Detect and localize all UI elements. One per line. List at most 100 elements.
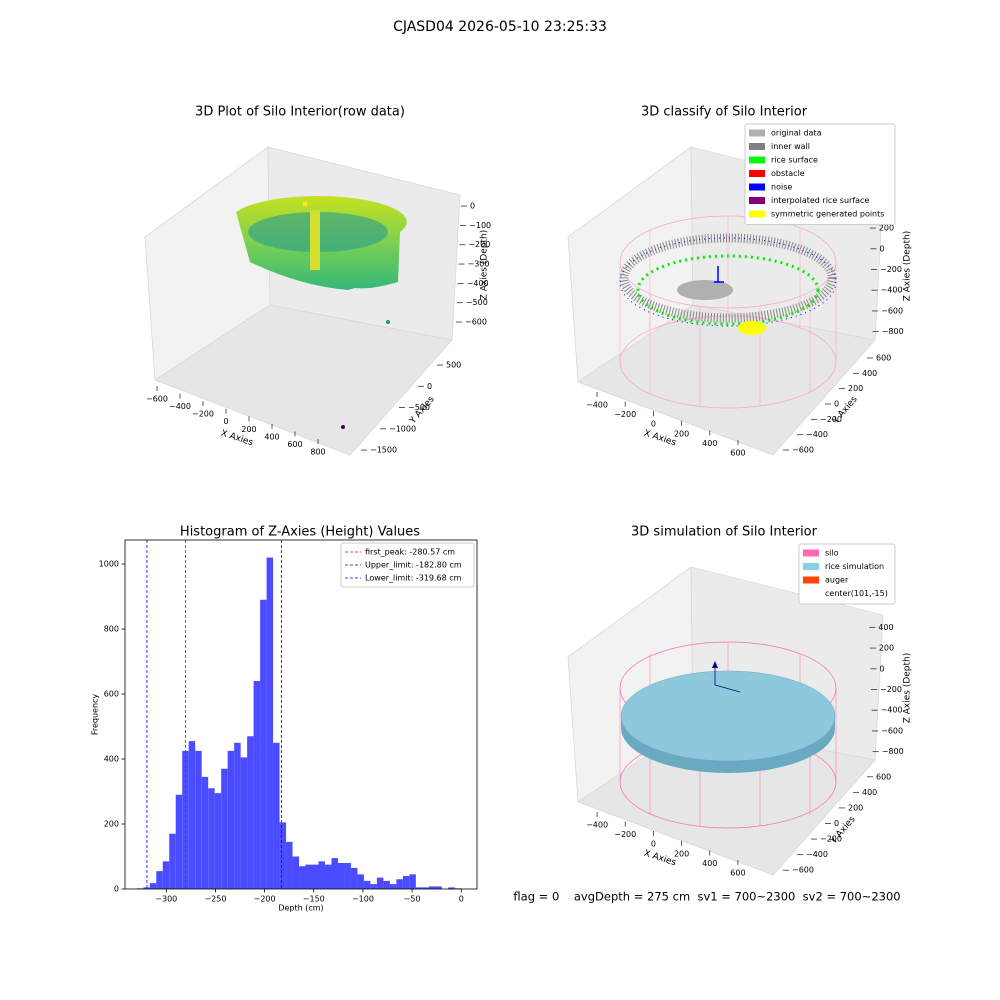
y-tick-label: 400: [104, 755, 119, 764]
x-tick-label: −400: [586, 401, 608, 410]
y-tick-label: −400: [806, 850, 828, 859]
y-tick-label: 400: [862, 369, 877, 378]
y-tick-label: 0: [114, 885, 119, 894]
legend-swatch: [749, 183, 765, 191]
x-tick-label: 0: [223, 417, 228, 426]
axis-label: X Axies: [642, 849, 677, 869]
y-tick-label: 600: [876, 772, 891, 781]
z-tick-label: −400: [881, 706, 903, 715]
axis-label: Z Axies (Depth): [903, 231, 913, 302]
auger: [712, 661, 718, 668]
x-tick-label: −600: [146, 395, 168, 404]
y-tick-label: 1000: [99, 560, 119, 569]
legend-label: silo: [825, 549, 839, 558]
rice-side: [621, 716, 835, 773]
bar: [448, 887, 455, 889]
axis-label: Z Axies (Depth): [480, 230, 490, 301]
bar: [162, 861, 170, 889]
legend: original data inner wall rice surface obsta…: [744, 123, 896, 225]
bar: [337, 863, 345, 889]
auger: [714, 665, 741, 693]
point-cloud: [236, 196, 407, 429]
x-tick-label: −150: [303, 895, 325, 904]
bar: [389, 884, 397, 889]
noise-points: [619, 237, 837, 327]
chart-title: Histogram of Z-Axies (Height) Values: [180, 525, 420, 540]
y-tick-label: −500: [408, 403, 430, 412]
y-tick-label: 0: [427, 382, 432, 391]
legend: first_peak: -280.57 cm Upper_limit: -182.…: [340, 542, 475, 588]
bar: [370, 884, 377, 889]
x-tick-label: −200: [614, 830, 636, 839]
outlier-point: [302, 201, 308, 207]
legend-swatch: [749, 197, 765, 204]
classified-cloud: [619, 215, 837, 409]
chart-title: 3D Plot of Silo Interior(row data): [195, 105, 405, 120]
bar: [318, 861, 325, 889]
bar: [376, 877, 384, 889]
x-tick-label: 600: [730, 449, 745, 458]
z-tick-label: −100: [469, 221, 491, 230]
status-line: flag = 0 avgDepth = 275 cm sv1 = 700~230…: [513, 890, 900, 904]
z-tick-label: 400: [878, 623, 893, 632]
bar: [143, 887, 150, 889]
y-tick-label: 800: [104, 625, 119, 634]
y-tick-label: 200: [104, 820, 119, 829]
y-tick-label: −600: [792, 446, 814, 455]
bar: [214, 793, 222, 889]
legend-box: [340, 542, 475, 588]
y-tick-label: 0: [834, 819, 839, 828]
x-axis-label: Depth (cm): [278, 904, 323, 913]
x-tick-label: 0: [459, 895, 464, 904]
x-tick-label: 600: [730, 869, 745, 878]
legend-label: symmetric generated points: [771, 210, 884, 219]
x-tick-label: 600: [287, 440, 302, 449]
y-tick-label: −1000: [389, 424, 416, 433]
y-tick-label: −200: [820, 415, 842, 424]
bar: [221, 768, 228, 889]
legend-label: auger: [825, 576, 849, 585]
legend-swatch: [803, 576, 819, 584]
z-tick-label: 0: [879, 664, 884, 673]
bar: [350, 867, 358, 889]
wall-points: [619, 233, 837, 323]
bar: [415, 887, 423, 889]
z-tick-label: −400: [467, 279, 489, 288]
axis-label: X Axies: [642, 429, 677, 449]
bar: [402, 876, 410, 889]
axes-panes: [144, 146, 884, 876]
bar: [149, 883, 157, 889]
x-tick-label: 200: [674, 849, 689, 858]
bar: [201, 776, 209, 889]
x-tick-label: 0: [651, 840, 656, 849]
z-tick-label: −800: [882, 327, 904, 336]
bar: [175, 794, 183, 889]
bar: [292, 856, 300, 889]
x-tick-label: −100: [352, 895, 374, 904]
y-tick-label: 400: [862, 788, 877, 797]
x-tick-label: −400: [586, 820, 608, 829]
x-tick-label: 800: [310, 447, 325, 456]
rice-surface: [620, 670, 836, 762]
bar: [260, 599, 267, 889]
symmetric-points: [738, 321, 766, 335]
legend-label: original data: [771, 129, 822, 138]
x-tick-label: −50: [404, 895, 421, 904]
pane: [577, 304, 876, 456]
legend-box: [798, 543, 896, 605]
legend: silo rice simulation auger center(101,-15): [798, 543, 896, 605]
z-tick-label: −600: [881, 726, 903, 735]
legend-swatch: [803, 549, 819, 557]
bar: [279, 822, 287, 889]
z-tick-label: −500: [466, 298, 488, 307]
bar: [240, 757, 248, 889]
y-tick-label: 500: [446, 361, 461, 370]
z-tick-label: 200: [879, 644, 894, 653]
z-tick-label: −300: [468, 260, 490, 269]
y-tick-label: 0: [834, 400, 839, 409]
legend-label: obstacle: [771, 169, 805, 178]
y-tick-label: −600: [792, 866, 814, 875]
x-tick-label: −200: [614, 410, 636, 419]
z-tick-label: 200: [879, 224, 894, 233]
